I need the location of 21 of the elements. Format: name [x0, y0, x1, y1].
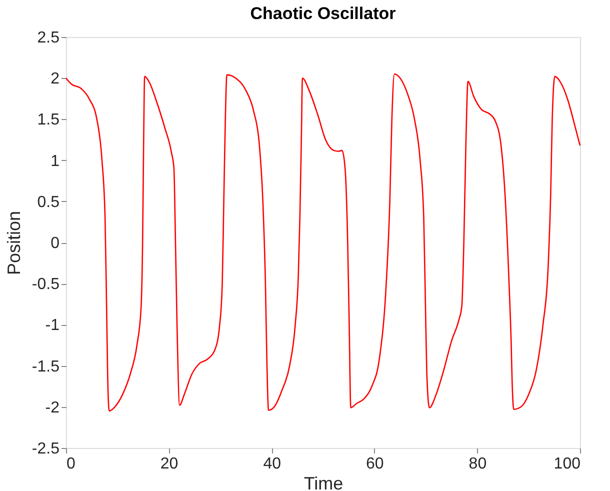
y-tick-label: 2.5 [37, 30, 60, 46]
x-tick-label: 20 [160, 456, 178, 472]
y-tick-label: -1 [45, 317, 60, 334]
y-tick-label: -2 [45, 399, 60, 416]
y-tick-label: -2.5 [32, 440, 60, 458]
y-tick-label: -0.5 [32, 276, 60, 294]
x-tick-label: 60 [366, 456, 384, 472]
y-tick-label: 1 [50, 152, 60, 170]
x-tick-label: 40 [263, 456, 282, 472]
line-series [65, 73, 581, 412]
y-tick-label: 0.5 [37, 194, 60, 211]
x-tick-label: 80 [468, 456, 487, 472]
x-axis-title: Time [304, 474, 344, 491]
y-tick-label: 2 [50, 70, 60, 88]
y-tick-label: 1.5 [37, 112, 60, 129]
x-tick-label: 0 [66, 456, 76, 472]
y-tick-label: 0 [50, 235, 60, 252]
x-tick-label: 100 [554, 456, 581, 472]
chart-title: Chaotic Oscillator [250, 4, 396, 23]
y-axis-title: Position [4, 210, 24, 276]
y-tick-label: -1.5 [32, 358, 60, 376]
